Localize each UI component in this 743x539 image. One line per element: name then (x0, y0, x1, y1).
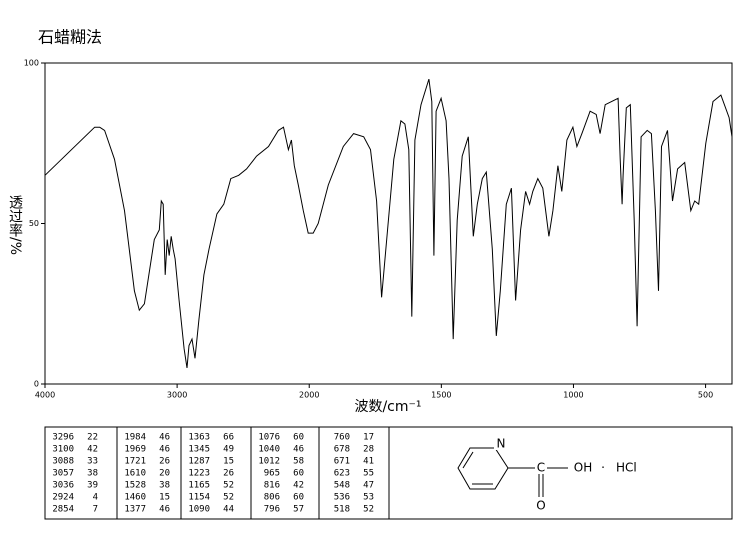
peak-wavenumber: 796 (264, 505, 280, 515)
peak-transmittance: 38 (87, 469, 98, 479)
peak-transmittance: 60 (293, 493, 304, 503)
peak-wavenumber: 3036 (52, 481, 74, 491)
peak-transmittance: 15 (223, 457, 234, 467)
peak-transmittance: 58 (293, 457, 304, 467)
peak-wavenumber: 3057 (52, 469, 74, 479)
peak-transmittance: 7 (93, 505, 98, 515)
peak-wavenumber: 1460 (124, 493, 146, 503)
peak-transmittance: 60 (293, 469, 304, 479)
peak-transmittance: 52 (223, 481, 234, 491)
peak-wavenumber: 1528 (124, 481, 146, 491)
x-axis-label: 波数/cm⁻¹ (354, 399, 421, 415)
carbonyl: O (536, 499, 545, 513)
peak-wavenumber: 671 (334, 457, 350, 467)
y-tick-label: 100 (24, 59, 39, 68)
peak-transmittance: 26 (223, 469, 234, 479)
peak-wavenumber: 536 (334, 493, 350, 503)
peak-wavenumber: 760 (334, 433, 350, 443)
atom-bg (494, 436, 508, 450)
peak-wavenumber: 1012 (258, 457, 280, 467)
peak-wavenumber: 1969 (124, 445, 146, 455)
peak-transmittance: 46 (159, 433, 170, 443)
peak-transmittance: 38 (159, 481, 170, 491)
peak-transmittance: 20 (159, 469, 170, 479)
peak-transmittance: 41 (363, 457, 374, 467)
dot: · (601, 461, 605, 475)
y-tick-label: 0 (34, 380, 39, 389)
x-tick-label: 3000 (167, 391, 187, 400)
x-tick-label: 1500 (431, 391, 451, 400)
ring-atom: N (497, 437, 506, 451)
peak-transmittance: 22 (87, 433, 98, 443)
peak-wavenumber: 1377 (124, 505, 146, 515)
peak-transmittance: 57 (293, 505, 304, 515)
peak-transmittance: 26 (159, 457, 170, 467)
peak-wavenumber: 1984 (124, 433, 146, 443)
peak-transmittance: 53 (363, 493, 374, 503)
peak-transmittance: 55 (363, 469, 374, 479)
peak-wavenumber: 1076 (258, 433, 280, 443)
peak-transmittance: 33 (87, 457, 98, 467)
table-dividers (116, 427, 390, 519)
peak-transmittance: 46 (293, 445, 304, 455)
peak-wavenumber: 1165 (188, 481, 210, 491)
peak-wavenumber: 2854 (52, 505, 74, 515)
peak-wavenumber: 3088 (52, 457, 74, 467)
y-tick-label: 50 (29, 219, 39, 228)
peak-transmittance: 46 (159, 445, 170, 455)
peak-wavenumber: 965 (264, 469, 280, 479)
peak-transmittance: 17 (363, 433, 374, 443)
peak-wavenumber: 1610 (124, 469, 146, 479)
salt: HCl (616, 461, 637, 475)
peak-wavenumber: 623 (334, 469, 350, 479)
peak-wavenumber: 678 (334, 445, 350, 455)
peak-wavenumber: 1363 (188, 433, 210, 443)
carbon: C (537, 461, 545, 475)
structure-bonds (457, 447, 568, 497)
chart-title: 石蜡糊法 (38, 28, 102, 47)
peak-transmittance: 42 (87, 445, 98, 455)
peak-wavenumber: 3100 (52, 445, 74, 455)
peak-transmittance: 39 (87, 481, 98, 491)
peak-transmittance: 46 (159, 505, 170, 515)
peak-wavenumber: 1345 (188, 445, 210, 455)
peak-transmittance: 28 (363, 445, 374, 455)
peak-wavenumber: 1287 (188, 457, 210, 467)
peak-transmittance: 4 (93, 493, 98, 503)
x-tick-label: 2000 (299, 391, 319, 400)
peak-wavenumber: 1090 (188, 505, 210, 515)
x-tick-label: 1000 (563, 391, 583, 400)
peak-transmittance: 15 (159, 493, 170, 503)
peak-wavenumber: 806 (264, 493, 280, 503)
peak-wavenumber: 518 (334, 505, 350, 515)
peak-transmittance: 44 (223, 505, 234, 515)
peak-transmittance: 49 (223, 445, 234, 455)
peak-wavenumber: 1040 (258, 445, 280, 455)
y-axis-label: 透过率/% (7, 195, 23, 255)
peak-wavenumber: 548 (334, 481, 350, 491)
peak-wavenumber: 1223 (188, 469, 210, 479)
peak-wavenumber: 816 (264, 481, 280, 491)
peak-wavenumber: 3296 (52, 433, 74, 443)
peak-transmittance: 42 (293, 481, 304, 491)
x-tick-label: 500 (698, 391, 713, 400)
peak-wavenumber: 2924 (52, 493, 74, 503)
spectrum-line (44, 78, 733, 368)
hydroxyl: OH (574, 461, 592, 475)
peak-transmittance: 52 (223, 493, 234, 503)
peak-transmittance: 52 (363, 505, 374, 515)
peak-wavenumber: 1721 (124, 457, 146, 467)
peak-transmittance: 60 (293, 433, 304, 443)
peak-transmittance: 47 (363, 481, 374, 491)
peak-wavenumber: 1154 (188, 493, 210, 503)
x-tick-label: 4000 (35, 391, 55, 400)
peak-transmittance: 66 (223, 433, 234, 443)
